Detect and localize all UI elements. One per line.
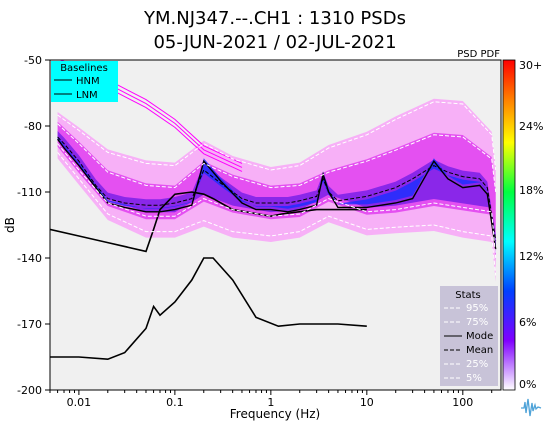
x-axis: 0.01 0.1 1 10 100 <box>49 390 493 409</box>
colorbar-label-12: 12% <box>519 250 543 263</box>
plot-frame <box>49 59 502 391</box>
x-tick-label: 10 <box>360 396 374 409</box>
series-line-mean <box>57 136 497 241</box>
series-line-mode <box>57 138 497 250</box>
colorbar-label-0: 0% <box>519 378 536 391</box>
colorbar-gradient <box>502 59 516 391</box>
x-tick-label: 0.1 <box>166 396 184 409</box>
y-tick-label: -170 <box>17 318 42 331</box>
series-line-75 <box>57 123 497 193</box>
colorbar-label-18: 18% <box>519 184 543 197</box>
hnm-legend-label: HNM <box>76 76 100 87</box>
colorbar-label-24: 24% <box>519 120 543 133</box>
density-band-core <box>57 136 496 247</box>
baselines-title: Baselines <box>60 63 108 74</box>
colorbar-label-6: 6% <box>519 316 536 329</box>
stats-title: Stats <box>455 290 481 301</box>
series-line-lnm-high-frequency <box>50 257 367 361</box>
y-tick-label: -200 <box>17 384 42 397</box>
y-tick-label: -80 <box>24 120 42 133</box>
baselines-legend-box <box>51 61 118 102</box>
mean-legend-label: Mean <box>466 345 493 356</box>
lnm-legend-label: LNM <box>76 90 98 101</box>
p75-legend-label: 75% <box>466 317 488 328</box>
seismogram-logo-icon <box>520 396 542 418</box>
y-axis: -50 -80 -110 -140 -170 -200 <box>17 54 50 397</box>
x-tick-label: 0.01 <box>67 396 92 409</box>
mode-legend-label: Mode <box>466 331 493 342</box>
p25-legend-label: 25% <box>466 359 488 370</box>
baselines-legend: Baselines HNM LNM <box>51 61 118 102</box>
x-tick-label: 1 <box>267 396 274 409</box>
chart-title: YM.NJ347.--.CH1 : 1310 PSDs <box>143 8 406 29</box>
colorbar-label-30: 30+ <box>519 59 542 72</box>
density-band-mid <box>57 121 496 261</box>
y-tick-label: -140 <box>17 252 42 265</box>
chart-subtitle: 05-JUN-2021 / 02-JUL-2021 <box>153 32 396 53</box>
pdf-density <box>50 60 497 361</box>
y-tick-label: -50 <box>24 54 42 67</box>
y-axis-label: dB <box>3 217 17 233</box>
stats-legend: Stats 95% 75% Mode Mean 25% 5% <box>440 286 498 386</box>
y-tick-label: -110 <box>17 186 42 199</box>
colorbar: 30+ 24% 18% 12% 6% 0% <box>502 59 543 391</box>
series-line-25 <box>57 143 497 259</box>
series-line-95 <box>57 101 497 171</box>
x-axis-label: Frequency (Hz) <box>230 407 321 421</box>
series-line-lnm <box>50 191 367 253</box>
p5-legend-label: 5% <box>466 373 482 384</box>
x-tick-label: 100 <box>452 396 473 409</box>
series-line-5 <box>57 152 497 276</box>
p95-legend-label: 95% <box>466 303 488 314</box>
pdf-label: PSD PDF <box>457 49 500 60</box>
